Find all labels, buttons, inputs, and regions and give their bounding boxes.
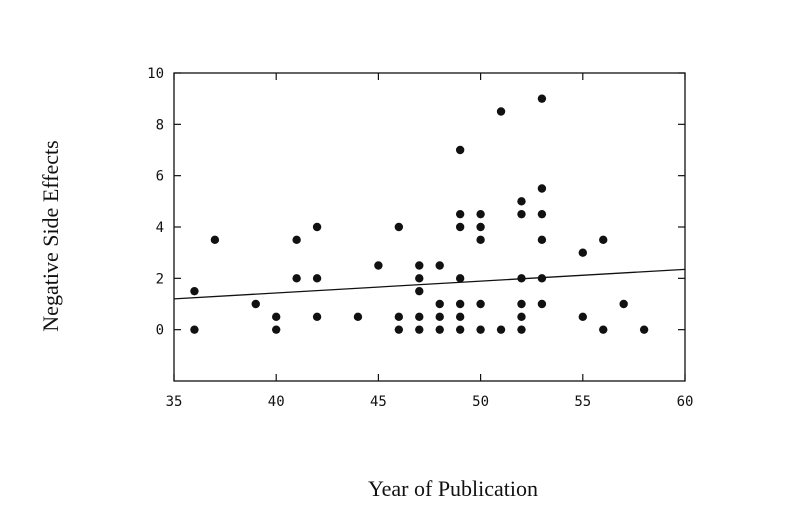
data-point bbox=[415, 261, 424, 270]
data-point bbox=[374, 261, 383, 270]
y-tick-label: 4 bbox=[156, 220, 164, 236]
data-point bbox=[476, 209, 485, 219]
data-point bbox=[292, 235, 301, 245]
data-point bbox=[455, 274, 465, 283]
data-point bbox=[415, 312, 424, 322]
data-point bbox=[435, 261, 444, 270]
data-point bbox=[312, 274, 322, 283]
data-point bbox=[476, 299, 485, 309]
x-tick-label: 35 bbox=[166, 394, 183, 410]
data-point bbox=[537, 235, 547, 245]
data-point bbox=[578, 248, 587, 257]
data-point bbox=[292, 274, 301, 283]
data-point bbox=[496, 107, 506, 116]
data-point bbox=[455, 145, 465, 155]
data-point bbox=[619, 299, 628, 309]
data-point bbox=[476, 325, 485, 334]
data-point bbox=[476, 222, 485, 232]
data-point bbox=[312, 222, 322, 232]
data-point bbox=[435, 325, 444, 334]
data-point bbox=[394, 312, 404, 322]
data-point bbox=[599, 325, 608, 334]
data-point bbox=[578, 312, 587, 322]
data-point bbox=[251, 299, 260, 309]
data-point bbox=[272, 312, 281, 322]
plot-frame bbox=[173, 72, 686, 382]
data-point bbox=[639, 325, 649, 334]
data-point bbox=[394, 325, 404, 334]
data-point bbox=[415, 325, 424, 334]
data-point bbox=[517, 325, 526, 334]
data-point bbox=[599, 235, 608, 245]
trend-line bbox=[173, 268, 686, 300]
data-points bbox=[190, 94, 649, 334]
x-tick-label: 50 bbox=[472, 394, 489, 410]
data-point bbox=[455, 299, 465, 309]
x-axis-title: Year of Publication bbox=[368, 476, 538, 501]
data-point bbox=[455, 312, 465, 322]
data-point bbox=[476, 235, 485, 245]
data-point bbox=[537, 274, 547, 283]
data-point bbox=[190, 325, 199, 334]
y-tick-label: 2 bbox=[156, 271, 164, 287]
y-axis-title: Negative Side Effects bbox=[38, 140, 63, 331]
data-point bbox=[272, 325, 281, 334]
data-point bbox=[537, 299, 547, 309]
y-tick-label: 0 bbox=[156, 323, 164, 339]
data-point bbox=[455, 209, 465, 219]
data-point bbox=[537, 184, 547, 193]
data-point bbox=[415, 286, 424, 296]
plot-area bbox=[173, 72, 686, 382]
x-tick-label: 40 bbox=[268, 394, 285, 410]
y-tick-label: 10 bbox=[147, 66, 164, 82]
data-point bbox=[190, 286, 199, 296]
data-point bbox=[435, 299, 444, 309]
y-tick-label: 8 bbox=[156, 117, 164, 133]
data-point bbox=[353, 312, 363, 322]
data-point bbox=[496, 325, 506, 334]
data-point bbox=[517, 209, 526, 219]
data-point bbox=[517, 312, 526, 322]
data-point bbox=[537, 209, 547, 219]
x-tick-label: 60 bbox=[677, 394, 694, 410]
data-point bbox=[312, 312, 322, 322]
data-point bbox=[537, 94, 547, 103]
data-point bbox=[415, 274, 424, 283]
data-point bbox=[517, 299, 526, 309]
data-point bbox=[435, 312, 444, 322]
data-point bbox=[394, 222, 404, 232]
data-point bbox=[455, 222, 465, 232]
x-tick-label: 55 bbox=[574, 394, 591, 410]
x-tick-label: 45 bbox=[370, 394, 387, 410]
data-point bbox=[455, 325, 465, 334]
data-point bbox=[210, 235, 220, 245]
data-point bbox=[517, 197, 526, 206]
y-tick-label: 6 bbox=[156, 169, 164, 185]
x-axis-ticks: 35 40 45 50 55 60 bbox=[166, 73, 694, 410]
y-axis-ticks: 0 2 4 6 8 10 bbox=[147, 66, 685, 339]
